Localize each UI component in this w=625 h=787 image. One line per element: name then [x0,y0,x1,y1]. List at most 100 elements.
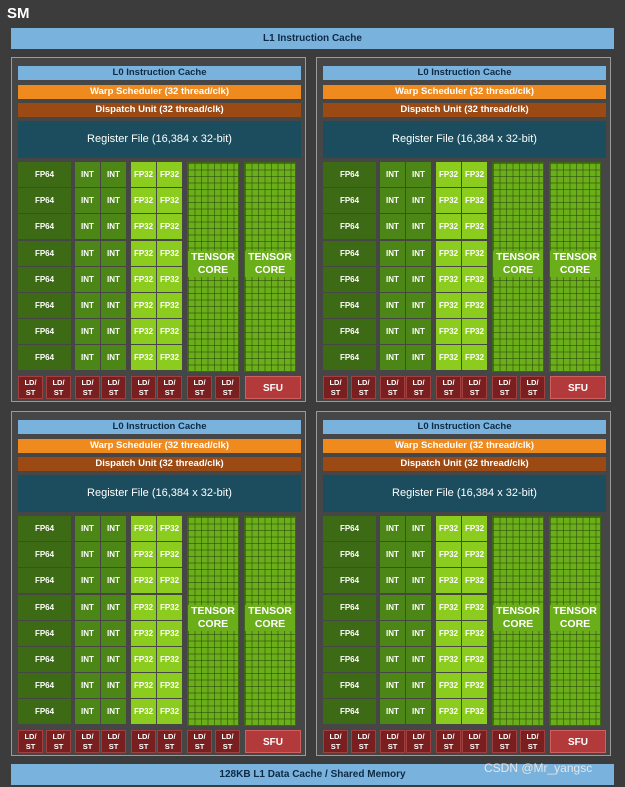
tensor-core: TENSOR CORE [187,162,239,372]
int-core: INT [75,542,100,568]
ld-st-unit: LD/ST [75,730,100,753]
ld-st-unit: LD/ST [157,730,182,753]
int-core: INT [380,214,405,240]
fp32-core: FP32 [462,594,487,620]
warp-scheduler: Warp Scheduler (32 thread/clk) [18,85,301,99]
int-core: INT [75,293,100,318]
dispatch-unit: Dispatch Unit (32 thread/clk) [323,457,606,471]
int-core: INT [75,673,100,699]
register-file: Register File (16,384 x 32-bit) [323,475,606,512]
fp32-core: FP32 [462,319,487,345]
int-core: INT [380,620,405,646]
fp32-core: FP32 [462,647,487,672]
fp32-core: FP32 [157,594,182,620]
fp32-core: FP32 [131,240,156,266]
int-core: INT [101,319,126,345]
fp64-core: FP64 [323,542,376,568]
ld-st-unit: LD/ST [323,730,348,753]
ld-st-unit: LD/ST [215,376,240,399]
int-core: INT [406,319,431,345]
tensor-core: TENSOR CORE [244,516,296,726]
ld-st-unit: LD/ST [462,376,487,399]
int-core: INT [75,240,100,266]
sfu-unit: SFU [550,376,606,399]
fp64-core: FP64 [323,594,376,620]
fp32-core: FP32 [462,542,487,568]
fp32-core: FP32 [462,516,487,541]
fp64-core: FP64 [323,345,376,371]
fp32-core: FP32 [157,647,182,672]
fp32-core: FP32 [131,568,156,594]
ld-st-unit: LD/ST [351,376,376,399]
fp32-core: FP32 [157,699,182,725]
int-core: INT [380,293,405,318]
fp32-core: FP32 [436,568,461,594]
tensor-core: TENSOR CORE [549,162,601,372]
ld-st-unit: LD/ST [492,376,517,399]
int-core: INT [101,266,126,292]
int-core: INT [75,162,100,187]
int-core: INT [380,699,405,725]
fp32-core: FP32 [131,188,156,214]
fp32-core: FP32 [157,516,182,541]
fp32-core: FP32 [462,673,487,699]
fp32-core: FP32 [436,214,461,240]
tensor-core-label: TENSOR CORE [493,605,543,631]
l1-instruction-cache: L1 Instruction Cache [11,28,614,49]
fp32-core: FP32 [157,162,182,187]
processing-block-2: L0 Instruction Cache Warp Scheduler (32 t… [316,57,611,402]
int-core: INT [380,647,405,672]
fp32-core: FP32 [436,594,461,620]
int-core: INT [101,345,126,371]
fp64-core: FP64 [18,188,71,214]
fp32-core: FP32 [462,214,487,240]
int-core: INT [101,673,126,699]
sfu-unit: SFU [245,376,301,399]
ld-st-unit: LD/ST [323,376,348,399]
ld-st-unit: LD/ST [46,376,71,399]
dispatch-unit: Dispatch Unit (32 thread/clk) [323,103,606,117]
int-core: INT [380,319,405,345]
fp32-core: FP32 [436,673,461,699]
int-core: INT [380,516,405,541]
ld-st-unit: LD/ST [131,730,156,753]
int-core: INT [406,345,431,371]
fp32-core: FP32 [131,673,156,699]
tensor-core: TENSOR CORE [549,516,601,726]
fp64-core: FP64 [18,293,71,318]
int-core: INT [75,594,100,620]
fp64-core: FP64 [18,319,71,345]
watermark: CSDN @Mr_yangsc [484,761,593,775]
fp64-core: FP64 [323,293,376,318]
fp64-core: FP64 [18,240,71,266]
fp64-core: FP64 [18,594,71,620]
ld-st-unit: LD/ST [101,376,126,399]
ld-st-unit: LD/ST [406,376,431,399]
int-core: INT [380,673,405,699]
fp32-core: FP32 [436,319,461,345]
fp64-core: FP64 [323,568,376,594]
fp32-core: FP32 [131,293,156,318]
int-core: INT [101,293,126,318]
register-file: Register File (16,384 x 32-bit) [323,121,606,158]
ld-st-unit: LD/ST [462,730,487,753]
int-core: INT [406,542,431,568]
ld-st-unit: LD/ST [380,730,405,753]
int-core: INT [101,188,126,214]
int-core: INT [406,188,431,214]
int-core: INT [380,162,405,187]
int-core: INT [101,240,126,266]
int-core: INT [75,620,100,646]
int-core: INT [101,594,126,620]
l0-instruction-cache: L0 Instruction Cache [18,66,301,80]
int-core: INT [75,345,100,371]
fp64-core: FP64 [18,620,71,646]
fp32-core: FP32 [157,620,182,646]
int-core: INT [101,699,126,725]
fp32-core: FP32 [462,568,487,594]
fp32-core: FP32 [131,516,156,541]
fp32-core: FP32 [131,620,156,646]
fp32-core: FP32 [157,266,182,292]
fp64-core: FP64 [323,214,376,240]
l1-data-cache: 128KB L1 Data Cache / Shared Memory [11,764,614,785]
